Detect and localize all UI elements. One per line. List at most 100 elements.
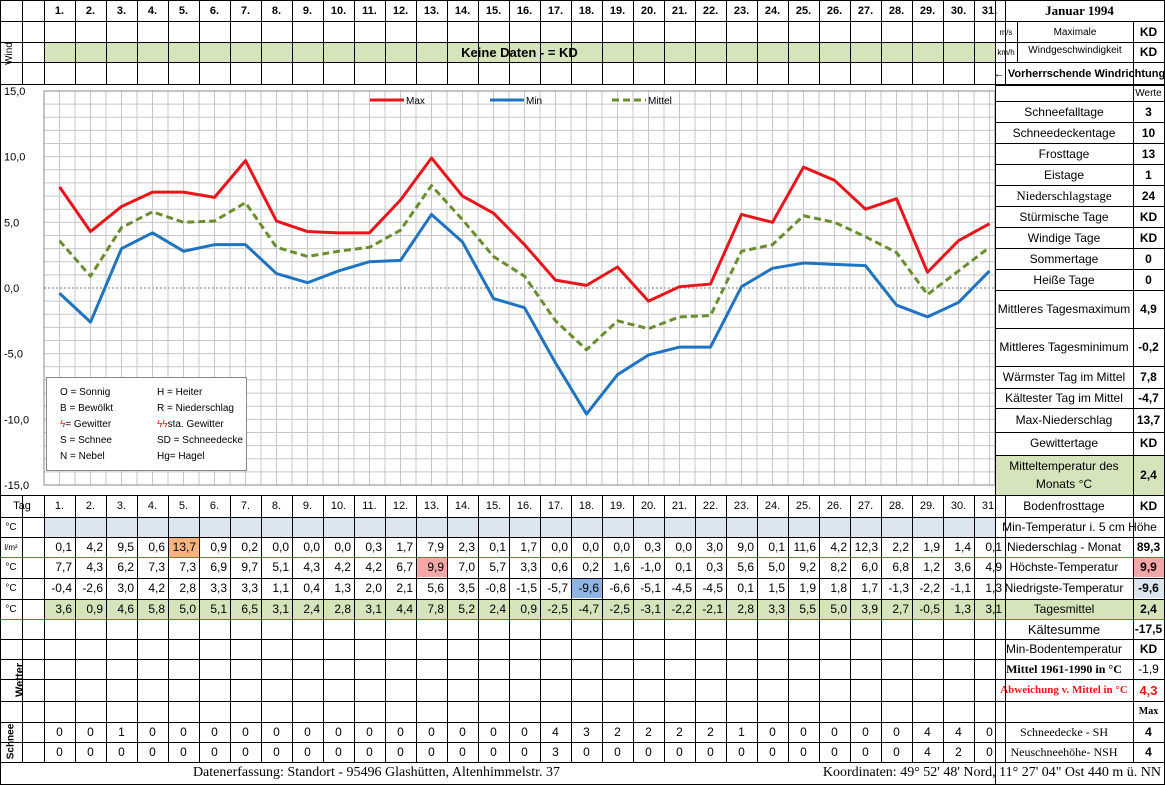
rule bbox=[995, 85, 1164, 86]
tmean-cell: 0,9 bbox=[509, 599, 540, 619]
tmean-cell: 3,6 bbox=[44, 599, 75, 619]
rule bbox=[912, 0, 913, 84]
tag-day-17: 17. bbox=[540, 495, 571, 517]
y-tick-label: 5,0 bbox=[4, 217, 19, 229]
tmin-cell: -6,6 bbox=[602, 578, 633, 598]
rule bbox=[168, 495, 169, 762]
tmin-cell: 4,2 bbox=[137, 578, 168, 598]
day-header-26: 26. bbox=[819, 0, 850, 21]
nsh-cell: 3 bbox=[540, 742, 571, 762]
tmean-cell: 0,9 bbox=[75, 599, 106, 619]
tmin-cell: 2,0 bbox=[354, 578, 385, 598]
tag-day-29: 29. bbox=[912, 495, 943, 517]
precip-cell: 1,4 bbox=[943, 537, 974, 557]
tmean-cell: -2,1 bbox=[695, 599, 726, 619]
tmean-cell: 5,2 bbox=[447, 599, 478, 619]
nsh-cell: 0 bbox=[323, 742, 354, 762]
stat-value-2: 13 bbox=[1133, 143, 1164, 164]
rule bbox=[850, 495, 851, 762]
rule bbox=[0, 701, 1165, 702]
precip-cell: 2,3 bbox=[447, 537, 478, 557]
precip-cell: 0,1 bbox=[44, 537, 75, 557]
day-header-15: 15. bbox=[478, 0, 509, 21]
tmean-cell: -0,5 bbox=[912, 599, 943, 619]
stat-value-5: KD bbox=[1133, 206, 1164, 227]
tmax-cell: 7,7 bbox=[44, 557, 75, 577]
rule bbox=[447, 0, 448, 84]
tmax-cell: 0,2 bbox=[571, 557, 602, 577]
rule bbox=[261, 495, 262, 762]
stat-value-11: 7,8 bbox=[1133, 366, 1164, 388]
rule bbox=[509, 0, 510, 84]
tag-day-22: 22. bbox=[695, 495, 726, 517]
sh-cell: 0 bbox=[261, 722, 292, 742]
tmax-cell: 6,9 bbox=[199, 557, 230, 577]
min-ground-value: KD bbox=[1133, 639, 1164, 659]
tag-day-14: 14. bbox=[447, 495, 478, 517]
stat-value-1: 10 bbox=[1133, 122, 1164, 143]
rule bbox=[44, 495, 45, 762]
tmean-cell: 5,0 bbox=[168, 599, 199, 619]
nsh-cell: 0 bbox=[664, 742, 695, 762]
rule bbox=[0, 578, 1165, 579]
tmin-cell: 1,1 bbox=[261, 578, 292, 598]
rule bbox=[354, 495, 355, 762]
nsh-cell: 0 bbox=[695, 742, 726, 762]
y-tick-label: 15,0 bbox=[4, 86, 25, 98]
tmin-cell: 3,3 bbox=[230, 578, 261, 598]
wind-direction-label: ← Vorherrschende Windrichtung bbox=[995, 63, 1164, 85]
tmax-cell: 3,3 bbox=[509, 557, 540, 577]
rule bbox=[292, 495, 293, 762]
tmin-cell: 1,3 bbox=[323, 578, 354, 598]
rule bbox=[0, 537, 1165, 538]
tmin-cell: 3,3 bbox=[199, 578, 230, 598]
rule bbox=[0, 762, 1165, 763]
day-header-29: 29. bbox=[912, 0, 943, 21]
rule bbox=[995, 248, 1164, 249]
tag-day-19: 19. bbox=[602, 495, 633, 517]
precip-cell: 0,0 bbox=[292, 537, 323, 557]
stat-value-16: KD bbox=[1133, 495, 1164, 517]
tmax-cell: 4,2 bbox=[354, 557, 385, 577]
nsh-cell: 0 bbox=[850, 742, 881, 762]
nsh-cell: 2 bbox=[943, 742, 974, 762]
tmax-row-label: Höchste-Temperatur bbox=[995, 557, 1133, 577]
nsh-cell: 0 bbox=[416, 742, 447, 762]
precip-row-value: 89,3 bbox=[1133, 537, 1164, 557]
tag-day-6: 6. bbox=[199, 495, 230, 517]
sh-cell: 0 bbox=[292, 722, 323, 742]
tmean-cell: -2,5 bbox=[602, 599, 633, 619]
rule bbox=[44, 0, 45, 84]
rule bbox=[571, 0, 572, 84]
rule bbox=[0, 619, 1165, 620]
tmax-cell: 6,0 bbox=[850, 557, 881, 577]
min5-row-bg bbox=[44, 517, 995, 537]
day-header-19: 19. bbox=[602, 0, 633, 21]
tmin-cell: -9,6 bbox=[571, 578, 602, 598]
rule bbox=[995, 227, 1164, 228]
stat-value-15: 2,4 bbox=[1133, 455, 1164, 495]
tmin-row-label: Niedrigste-Temperatur bbox=[995, 578, 1133, 598]
rule bbox=[0, 495, 1165, 496]
tmin-cell: 2,1 bbox=[385, 578, 416, 598]
day-header-10: 10. bbox=[323, 0, 354, 21]
tmean-cell: 5,1 bbox=[199, 599, 230, 619]
legend-schneedecke: SD = Schneedecke bbox=[157, 435, 243, 446]
tmax-cell: 4,2 bbox=[323, 557, 354, 577]
min5-label: Min-Temperatur i. 5 cm Höhe bbox=[995, 517, 1164, 537]
tag-day-27: 27. bbox=[850, 495, 881, 517]
legend-bewoelkt: B = Bewölkt bbox=[60, 403, 113, 414]
rule bbox=[354, 0, 355, 84]
tag-day-9: 9. bbox=[292, 495, 323, 517]
tmin-cell: 2,8 bbox=[168, 578, 199, 598]
rule bbox=[447, 495, 448, 762]
rule bbox=[0, 742, 1165, 743]
tmean-cell: -2,2 bbox=[664, 599, 695, 619]
tmin-cell: -5,1 bbox=[633, 578, 664, 598]
rule bbox=[571, 495, 572, 762]
nsh-cell: 0 bbox=[44, 742, 75, 762]
tmean-cell: -4,7 bbox=[571, 599, 602, 619]
nsh-cell: 0 bbox=[788, 742, 819, 762]
tag-day-8: 8. bbox=[261, 495, 292, 517]
tmin-cell: 1,9 bbox=[788, 578, 819, 598]
